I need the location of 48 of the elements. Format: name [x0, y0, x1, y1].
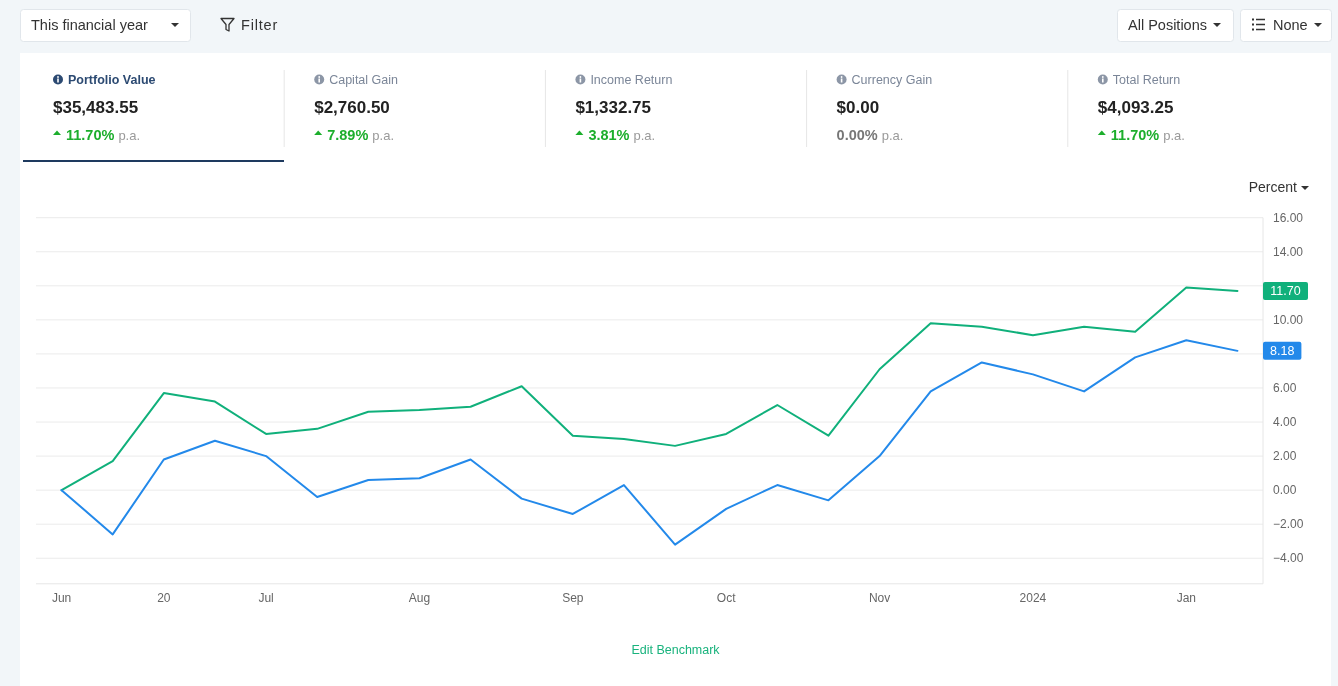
x-tick-label: Aug [408, 591, 431, 605]
x-tick-label: Jan [1176, 591, 1196, 605]
text: None [1273, 17, 1308, 33]
y-tick-label: 6.00 [1273, 381, 1297, 396]
text: Capital Gain [329, 73, 399, 87]
text: Currency Gain [851, 73, 933, 87]
x-tick-label: 20 [157, 591, 171, 605]
x-tick-label: Sep [562, 591, 584, 605]
text: 8.18 [1270, 344, 1295, 359]
y-tick-label: 10.00 [1273, 313, 1304, 328]
y-tick-label: −2.00 [1273, 517, 1304, 532]
text: p.a. [881, 127, 904, 143]
text: 11.70% [66, 126, 115, 143]
x-tick-label: Jul [258, 591, 274, 605]
text: p.a. [372, 127, 395, 143]
text: Total Return [1112, 73, 1181, 87]
text: Portfolio Value [68, 73, 156, 87]
text: 0.00% [836, 126, 878, 143]
y-tick-label: 4.00 [1273, 415, 1297, 430]
y-tick-label: 14.00 [1273, 244, 1304, 259]
text: 11.70 [1270, 284, 1301, 299]
text: Percent [1248, 179, 1298, 195]
text: p.a. [633, 127, 656, 143]
line-series [60, 339, 1239, 546]
text: $1,332.75 [575, 98, 652, 117]
text: p.a. [118, 127, 141, 143]
text: Filter [241, 17, 279, 33]
text: $0.00 [836, 98, 880, 117]
y-tick-label: 16.00 [1273, 210, 1304, 225]
y-tick-label: −4.00 [1273, 551, 1304, 566]
text: 3.81% [588, 126, 630, 143]
text: 11.70% [1110, 126, 1160, 143]
y-tick-label: 0.00 [1273, 483, 1297, 498]
y-tick-label: 2.00 [1273, 449, 1297, 464]
text: p.a. [1163, 127, 1185, 143]
text: This financial year [31, 17, 149, 33]
text: All Positions [1128, 17, 1207, 33]
text: Edit Benchmark [631, 643, 721, 657]
x-tick-label: Jun [51, 591, 72, 605]
x-tick-label: Nov [868, 591, 891, 605]
x-tick-label: 2024 [1019, 591, 1047, 605]
text: $35,483.55 [53, 98, 139, 117]
text: Income Return [590, 73, 673, 87]
text: $2,760.50 [314, 98, 390, 117]
x-tick-label: Oct [716, 591, 737, 605]
text: 7.89% [327, 126, 369, 143]
line-series [60, 286, 1239, 492]
text: $4,093.25 [1097, 98, 1174, 117]
